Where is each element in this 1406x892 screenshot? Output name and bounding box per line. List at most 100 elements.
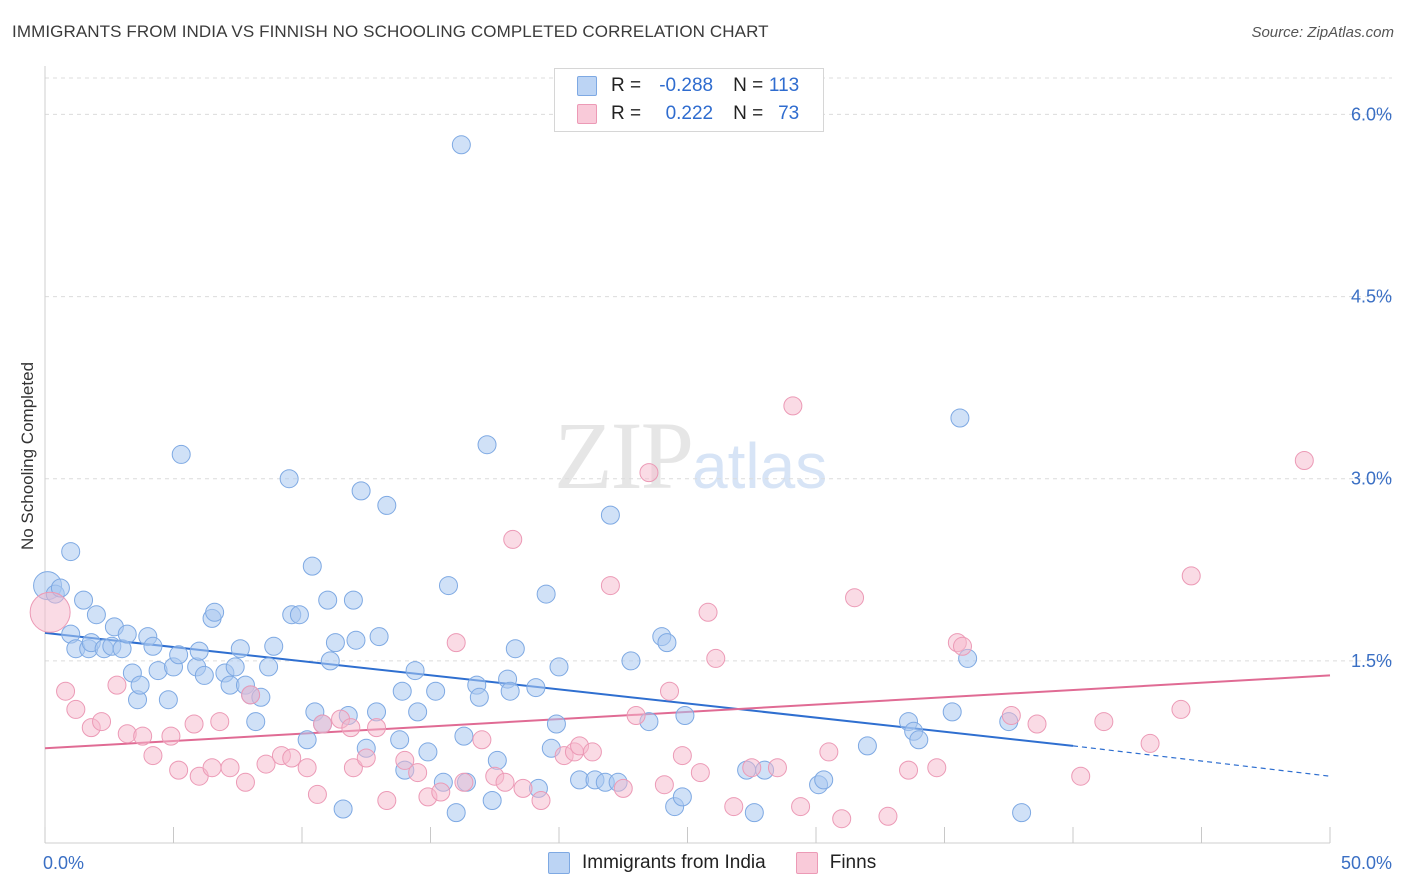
y-tick-label: 1.5% (1351, 651, 1392, 671)
finns-point (297, 758, 317, 778)
india-point (320, 651, 340, 671)
finns-point (698, 602, 718, 622)
india-point (505, 639, 525, 659)
finns-point (832, 809, 852, 829)
india-point (744, 803, 764, 823)
finns-point (431, 782, 451, 802)
india-point (333, 799, 353, 819)
y-tick-label: 6.0% (1351, 104, 1392, 124)
finns-point (1294, 451, 1314, 470)
legend-r-value: -0.288 (659, 75, 714, 96)
finns-point (202, 758, 222, 778)
legend-r-value: 0.222 (665, 103, 714, 124)
india-point (469, 687, 489, 707)
finns-point (343, 758, 363, 778)
india-point (909, 730, 929, 750)
india-point (546, 714, 566, 734)
finns-point (724, 797, 744, 817)
finns-point (395, 750, 415, 770)
india-point (318, 590, 338, 610)
india-point (454, 726, 474, 746)
india-point (438, 576, 458, 596)
india-point (549, 657, 569, 677)
finns-point (613, 778, 633, 798)
finns-point (582, 742, 602, 762)
india-point (297, 730, 317, 750)
finns-point (256, 754, 276, 774)
india-point (325, 633, 345, 653)
finns-point (513, 778, 533, 798)
series-legend: Immigrants from India Finns (548, 852, 906, 874)
legend-n-value: 113 (768, 75, 800, 96)
source-label: Source: ZipAtlas.com (1251, 24, 1394, 41)
finns-point (878, 806, 898, 826)
watermark-zip: ZIP (554, 402, 694, 509)
chart-title: IMMIGRANTS FROM INDIA VS FINNISH NO SCHO… (12, 22, 769, 41)
legend-item-india[interactable]: Immigrants from India (548, 852, 766, 874)
axes (44, 66, 1331, 844)
watermark: ZIPatlas (554, 400, 827, 511)
x-tick-label: 0.0% (43, 853, 84, 873)
finns-point (56, 681, 76, 701)
x-tick-label: 50.0% (1341, 853, 1392, 873)
india-point (500, 681, 520, 701)
india-point (536, 584, 556, 604)
finns-point (377, 791, 397, 810)
finns-point (307, 784, 327, 804)
india-point (205, 602, 225, 622)
india-point (426, 681, 446, 701)
india-point (264, 636, 284, 656)
finns-point (672, 746, 692, 766)
india-trend-extension (1072, 745, 1331, 777)
legend-r-label: R = (611, 75, 642, 96)
finns-point (503, 529, 523, 549)
finns-point (107, 675, 127, 695)
india-swatch (577, 76, 597, 96)
finns-point (184, 714, 204, 734)
india-point (405, 661, 425, 681)
india-point (194, 665, 214, 685)
finns-point (639, 463, 659, 483)
india-point (158, 690, 178, 710)
india-point (675, 706, 695, 725)
finns-point (690, 763, 710, 783)
finns-point (367, 718, 387, 738)
india-point (600, 505, 620, 525)
finns-legend-label: Finns (829, 852, 877, 873)
finns-point (626, 706, 646, 725)
india-point (369, 627, 389, 647)
finns-point (446, 633, 466, 653)
india-legend-swatch (548, 852, 570, 874)
finns-point (29, 591, 71, 633)
legend-n-label: N = (733, 103, 764, 124)
india-point (259, 657, 279, 677)
finns-point (220, 758, 240, 778)
india-point (451, 135, 471, 155)
india-point (857, 736, 877, 756)
finns-point (952, 636, 972, 656)
finns-point (1071, 766, 1091, 786)
finns-point (899, 760, 919, 780)
data-points (29, 135, 1314, 829)
legend-item-finns[interactable]: Finns (795, 852, 877, 874)
finns-point (313, 714, 333, 734)
india-point (225, 657, 245, 677)
finns-point (706, 648, 726, 668)
finns-point (767, 758, 787, 778)
finns-point (845, 588, 865, 608)
india-legend-label: Immigrants from India (582, 852, 766, 873)
finns-point (143, 746, 163, 766)
finns-point (356, 748, 376, 768)
finns-point (454, 772, 474, 792)
india-point (74, 590, 94, 610)
india-point (189, 641, 209, 661)
legend-row-finns: R = 0.222 N = 73 (577, 101, 799, 127)
legend-n-value: 73 (778, 103, 800, 124)
legend-r-label: R = (611, 103, 642, 124)
finns-point (408, 763, 428, 783)
finns-point (282, 748, 302, 768)
finns-point (161, 726, 181, 746)
y-tick-label: 3.0% (1351, 469, 1392, 489)
finns-point (783, 396, 803, 416)
india-point (390, 730, 410, 750)
